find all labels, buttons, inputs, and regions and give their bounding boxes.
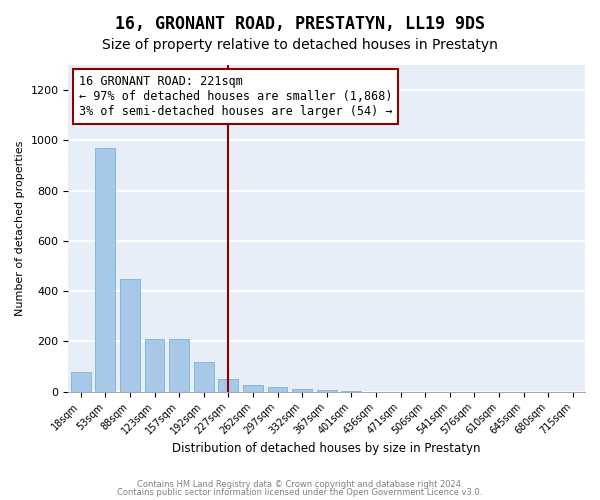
Bar xyxy=(145,339,164,392)
X-axis label: Distribution of detached houses by size in Prestatyn: Distribution of detached houses by size … xyxy=(172,442,481,455)
Bar xyxy=(194,362,214,392)
Text: 16, GRONANT ROAD, PRESTATYN, LL19 9DS: 16, GRONANT ROAD, PRESTATYN, LL19 9DS xyxy=(115,15,485,33)
Bar xyxy=(341,391,361,392)
Text: Contains HM Land Registry data © Crown copyright and database right 2024.: Contains HM Land Registry data © Crown c… xyxy=(137,480,463,489)
Bar xyxy=(71,372,91,392)
Bar xyxy=(120,278,140,392)
Bar xyxy=(218,379,238,392)
Text: Contains public sector information licensed under the Open Government Licence v3: Contains public sector information licen… xyxy=(118,488,482,497)
Bar xyxy=(169,339,189,392)
Y-axis label: Number of detached properties: Number of detached properties xyxy=(15,140,25,316)
Text: 16 GRONANT ROAD: 221sqm
← 97% of detached houses are smaller (1,868)
3% of semi-: 16 GRONANT ROAD: 221sqm ← 97% of detache… xyxy=(79,75,392,118)
Bar xyxy=(95,148,115,392)
Bar xyxy=(243,386,263,392)
Bar xyxy=(268,386,287,392)
Text: Size of property relative to detached houses in Prestatyn: Size of property relative to detached ho… xyxy=(102,38,498,52)
Bar xyxy=(317,390,337,392)
Bar xyxy=(292,389,312,392)
